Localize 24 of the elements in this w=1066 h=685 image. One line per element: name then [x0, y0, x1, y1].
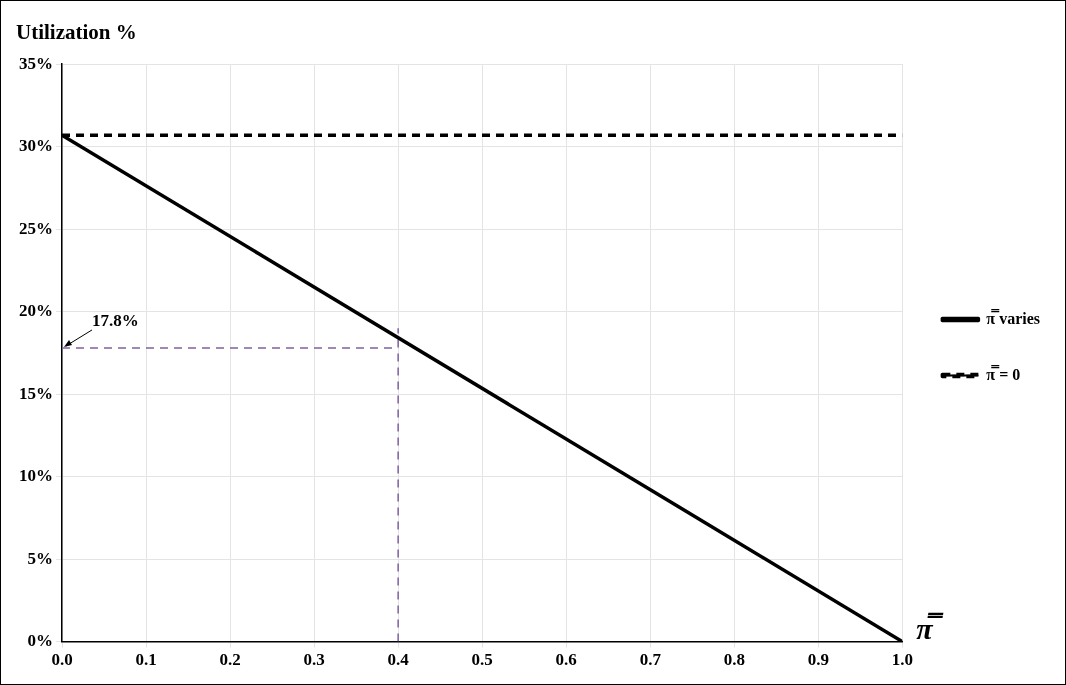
- y-tick-label: 5%: [27, 548, 53, 568]
- x-tick-label: 0.2: [219, 650, 241, 670]
- annotation: 17.8%: [92, 310, 139, 330]
- x-tick-label: 0.7: [639, 650, 662, 670]
- x-tick-label: 0.1: [135, 650, 157, 670]
- x-tick-label: 0.8: [723, 650, 745, 670]
- y-tick-label: 30%: [19, 136, 53, 156]
- y-tick-label: 25%: [19, 218, 53, 238]
- y-tick-label: 20%: [19, 301, 53, 321]
- y-tick-label: 15%: [19, 383, 53, 403]
- y-tick-label: 0%: [27, 630, 53, 650]
- y-tick-label: 35%: [19, 53, 53, 73]
- x-tick-label: 0.5: [471, 650, 493, 670]
- y-tick-label: 10%: [19, 466, 53, 486]
- x-tick-label: 0.4: [387, 650, 410, 670]
- legend-label: π̿ = 0: [986, 363, 1021, 383]
- x-tick-label: 0.3: [303, 650, 325, 670]
- x-tick-label: 0.9: [807, 650, 829, 670]
- x-tick-label: 0.6: [555, 650, 577, 670]
- y-axis-title: Utilization %: [16, 20, 137, 45]
- x-axis-title: π̿: [916, 612, 944, 646]
- x-tick-label: 0.0: [51, 650, 73, 670]
- legend-label: π̿ varies: [986, 307, 1040, 327]
- x-tick-label: 1.0: [891, 650, 913, 670]
